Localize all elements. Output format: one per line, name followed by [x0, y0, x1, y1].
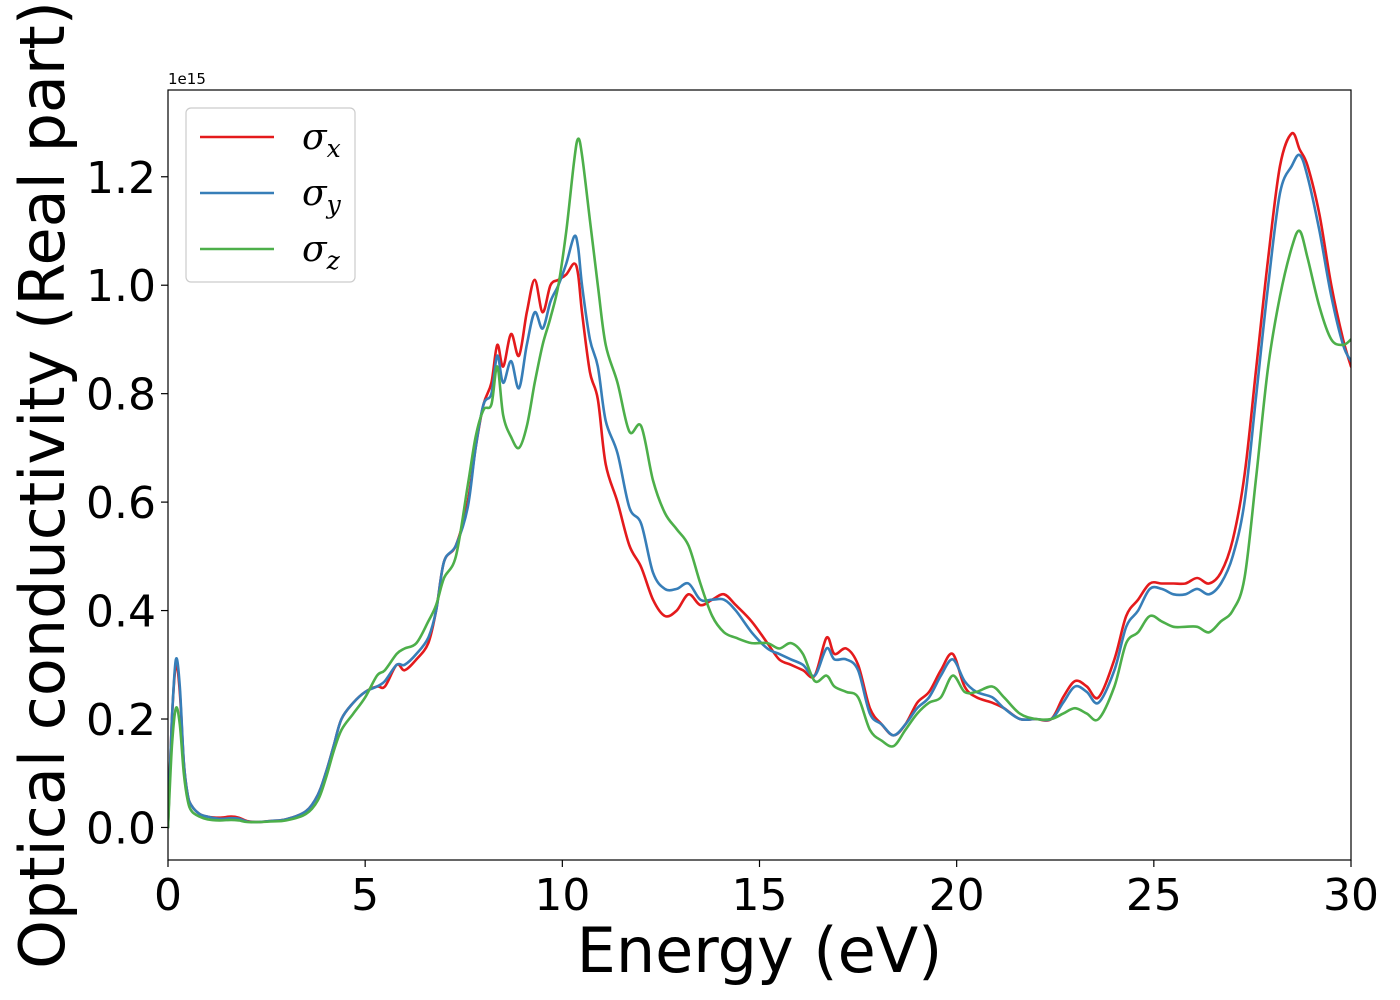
legend-box: [185, 107, 356, 283]
x-axis-title: Energy (eV): [577, 914, 943, 987]
x-tick-label: 30: [1323, 870, 1379, 921]
y-tick-label: 1.2: [86, 153, 156, 204]
y-tick-label: 1.0: [86, 261, 156, 312]
legend-symbol: σ: [302, 173, 328, 214]
y-tick-label: 0.6: [86, 478, 156, 529]
x-tick-label: 0: [154, 870, 182, 921]
legend-label-2: σy: [302, 173, 342, 219]
y-axis-offset-label: 1e15: [168, 70, 206, 88]
legend-symbol: σ: [302, 229, 328, 270]
legend-subscript: x: [327, 134, 341, 163]
x-tick-label: 15: [732, 870, 788, 921]
y-tick-label: 0.0: [86, 803, 156, 854]
x-tick-label: 25: [1126, 870, 1182, 921]
y-axis: 0.0 0.2 0.4 0.6 0.8 1.0 1.2: [86, 153, 168, 854]
x-axis: 0 5 10 15 20 25 30: [154, 860, 1379, 921]
series-line-2: [168, 153, 1351, 829]
y-tick-label: 0.4: [86, 587, 156, 638]
y-axis-title: Optical conductivity (Real part): [6, 1, 79, 969]
legend-label-3: σz: [302, 229, 341, 275]
legend-symbol: σ: [302, 117, 328, 158]
plot-area: [168, 131, 1351, 829]
x-tick-label: 5: [351, 870, 379, 921]
legend-subscript: y: [326, 190, 342, 219]
y-tick-label: 0.8: [86, 370, 156, 421]
x-tick-label: 20: [929, 870, 985, 921]
series-line-3: [168, 137, 1351, 829]
y-tick-label: 0.2: [86, 695, 156, 746]
legend-subscript: z: [326, 246, 341, 275]
legend-label-1: σx: [302, 117, 341, 163]
x-tick-label: 10: [534, 870, 590, 921]
